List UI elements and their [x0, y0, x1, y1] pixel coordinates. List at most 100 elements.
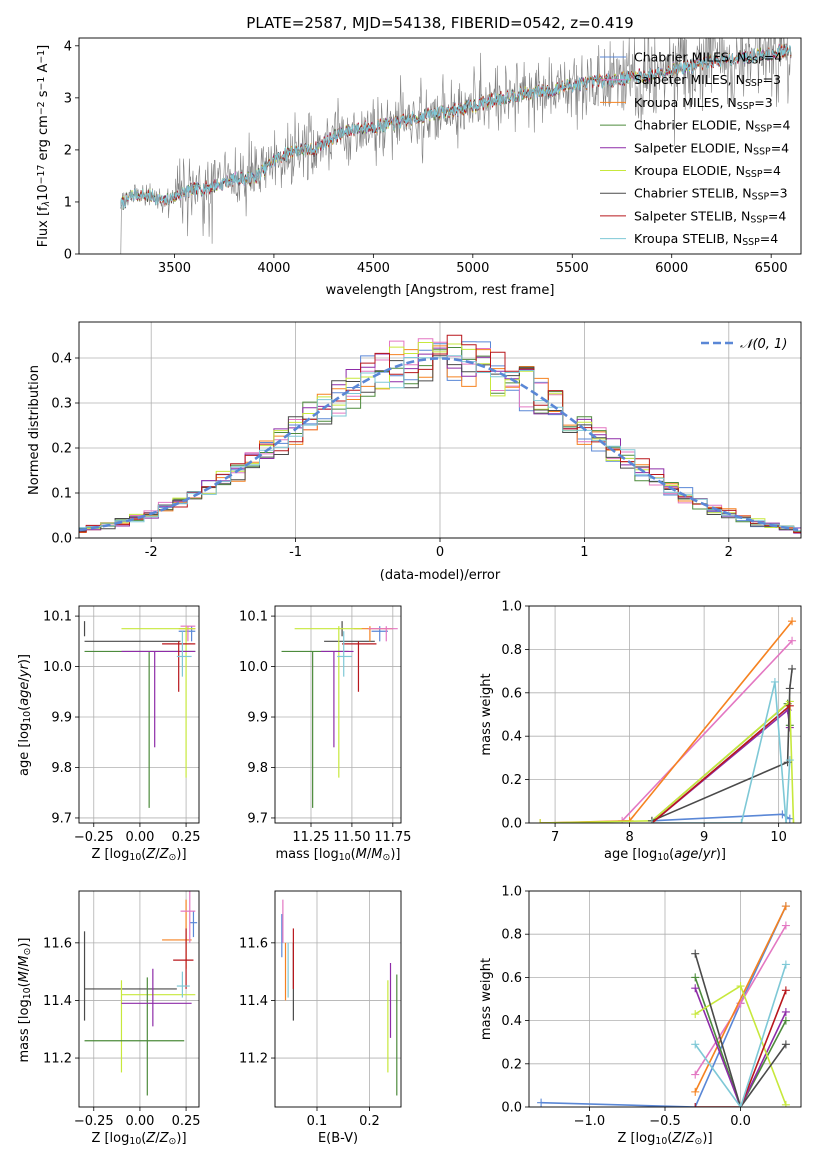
subscript: SSP [754, 124, 772, 135]
label-part: λ [41, 201, 52, 208]
normal-reference-curve [79, 357, 799, 532]
y-tick-label: 0.4 [501, 730, 522, 745]
subscript: SSP [745, 169, 763, 180]
y-axis-label: age [log10(age/yr)] [17, 654, 33, 776]
y-tick-label: 0.4 [501, 1014, 522, 1029]
label-part: Z [log [91, 847, 129, 862]
weight-line [651, 813, 791, 822]
label-part: Kroupa ELODIE, N [634, 163, 745, 178]
x-tick-label: 0.1 [307, 1114, 328, 1129]
weight-marker [737, 819, 746, 823]
label-part: =4 [771, 140, 789, 155]
x-tick-label: 6500 [755, 261, 788, 276]
label-part: Z [log [91, 1131, 129, 1146]
label-part: Salpeter ELODIE, N [634, 140, 753, 155]
label-part: yr [17, 662, 32, 678]
label-part: ] [36, 45, 51, 50]
x-tick-label: 3500 [158, 261, 191, 276]
y-tick-label: 9.9 [51, 711, 72, 726]
x-axis-label: mass [log10(M/M⊙)] [276, 847, 401, 863]
axes-frame [274, 890, 402, 1108]
weight-marker [781, 960, 790, 969]
label-part: Kroupa MILES, N [634, 95, 737, 110]
y-axis-label: Flux [fλ10−17 erg cm−2 s−1 A−1] [36, 45, 53, 247]
label-part: ⊙ [169, 852, 177, 863]
label-part: / [367, 847, 372, 862]
x-tick-label: 1 [580, 545, 588, 560]
y-tick-label: 0.8 [501, 928, 522, 943]
weight-marker [691, 973, 700, 982]
label-part: ( [141, 1131, 146, 1146]
plot-area-age_vs_mass [281, 621, 398, 808]
legend-entry: Kroupa ELODIE, NSSP=4 [634, 163, 781, 180]
axes-frame [78, 890, 200, 1108]
label-part: 10 [22, 711, 33, 723]
label-part: =3 [754, 95, 772, 110]
x-tick-label: 0.00 [125, 830, 154, 845]
legend-entry: Kroupa MILES, NSSP=3 [634, 95, 773, 112]
label-part: ( [351, 847, 356, 862]
label-part: / [681, 1131, 686, 1146]
y-tick-label: 0 [64, 248, 72, 263]
label-part: ⊙ [22, 948, 33, 956]
plot-area-mass_vs_Z [83, 891, 198, 1096]
label-part: )] [702, 1131, 712, 1146]
weight-marker [785, 701, 794, 710]
plot-area-mass_weight_vs_Z [537, 902, 790, 1107]
weight-marker [788, 664, 797, 673]
x-tick-label: −1.0 [574, 1114, 606, 1129]
label-part: yr [702, 847, 718, 862]
legend-entry: Kroupa STELIB, NSSP=4 [634, 231, 778, 248]
label-part: ( [669, 847, 674, 862]
plot-area-spectrum [120, 38, 792, 254]
label-part: )] [176, 1131, 186, 1146]
weight-line [694, 953, 787, 1107]
weight-line [694, 987, 787, 1107]
weight-line [541, 905, 787, 1107]
axes-frame [78, 37, 802, 255]
label-part: 10 [129, 852, 141, 863]
y-tick-label: 10.1 [239, 610, 268, 625]
y-tick-label: 0.3 [51, 397, 72, 412]
y-tick-label: 11.2 [239, 1052, 268, 1067]
x-tick-label: 0.2 [359, 1114, 380, 1129]
y-axis-label: mass weight [479, 673, 494, 755]
x-tick-label: 0.0 [730, 1114, 751, 1129]
label-part: ( [667, 1131, 672, 1146]
legend-entry: Salpeter STELIB, NSSP=4 [634, 208, 786, 225]
weight-line [621, 640, 793, 822]
weight-line [694, 977, 787, 1107]
x-tick-label: 5500 [556, 261, 589, 276]
weight-marker [781, 1007, 790, 1016]
x-axis-label: (data-model)/error [380, 568, 501, 583]
y-tick-label: 1 [64, 195, 72, 210]
label-part: −1 [36, 77, 47, 91]
subscript: SSP [750, 215, 768, 226]
label-part: 10 [655, 1136, 667, 1147]
axes-frame [78, 321, 802, 539]
x-axis-label: E(B-V) [318, 1131, 358, 1146]
weight-marker [770, 677, 779, 686]
weight-marker [691, 1040, 700, 1049]
subscript: SSP [753, 147, 771, 158]
x-tick-label: 5000 [456, 261, 489, 276]
label-part: =4 [772, 118, 790, 133]
y-tick-label: 0.0 [501, 1101, 522, 1116]
y-tick-label: 0.2 [501, 1057, 522, 1072]
label-part: =4 [763, 163, 781, 178]
y-tick-label: 11.4 [239, 994, 268, 1009]
weight-line [540, 699, 795, 823]
label-part: Z [159, 1131, 170, 1146]
subscript: SSP [746, 56, 764, 67]
x-tick-label: 2 [725, 545, 733, 560]
x-axis-label: wavelength [Angstrom, rest frame] [326, 283, 555, 298]
x-tick-label: 0.25 [172, 830, 201, 845]
panel-age_vs_mass [275, 606, 401, 823]
x-tick-label: −0.25 [74, 830, 114, 845]
label-part: )] [17, 938, 32, 948]
label-part: =4 [764, 50, 782, 65]
y-tick-label: 0.6 [501, 686, 522, 701]
y-tick-label: 0.0 [501, 817, 522, 832]
y-tick-label: 9.9 [247, 711, 268, 726]
panel-mass_weight_vs_age [529, 605, 801, 824]
